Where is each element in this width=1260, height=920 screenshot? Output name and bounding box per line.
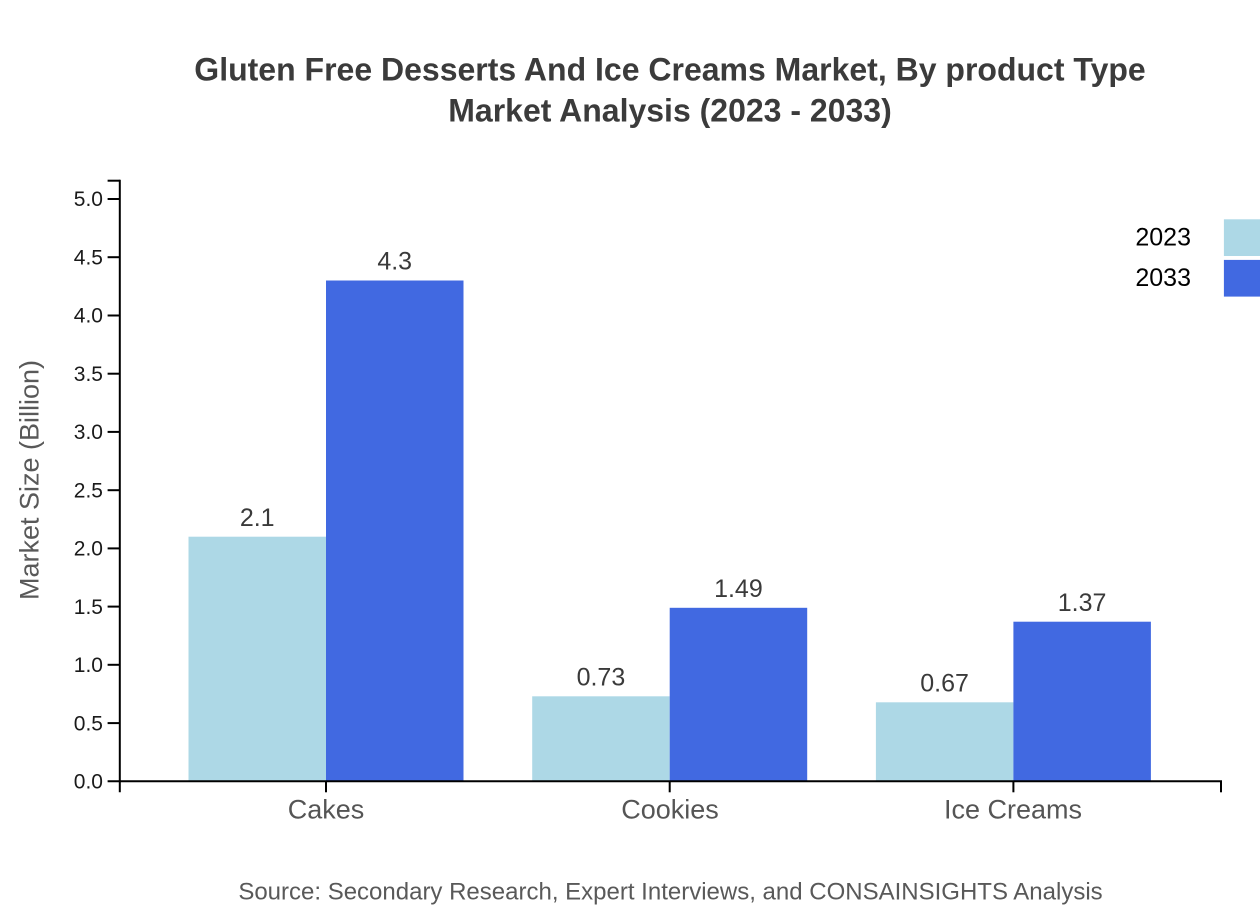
svg-text:Market Size (Billion): Market Size (Billion) — [15, 360, 45, 600]
svg-text:Cookies: Cookies — [621, 794, 719, 824]
svg-text:2033: 2033 — [1135, 264, 1191, 292]
svg-text:4.5: 4.5 — [74, 246, 103, 269]
svg-text:0.67: 0.67 — [920, 670, 969, 698]
svg-text:Source: Secondary Research, Ex: Source: Secondary Research, Expert Inter… — [238, 879, 1102, 906]
svg-text:0.0: 0.0 — [74, 771, 103, 794]
svg-text:1.49: 1.49 — [714, 575, 763, 603]
svg-text:3.0: 3.0 — [74, 421, 103, 444]
svg-text:Cakes: Cakes — [288, 794, 365, 824]
svg-text:4.3: 4.3 — [377, 248, 412, 276]
svg-text:1.5: 1.5 — [74, 596, 103, 619]
svg-text:1.37: 1.37 — [1058, 589, 1107, 617]
svg-text:0.73: 0.73 — [577, 664, 626, 692]
svg-text:4.0: 4.0 — [74, 305, 103, 328]
svg-text:2.5: 2.5 — [74, 479, 103, 502]
svg-text:2.1: 2.1 — [240, 504, 275, 532]
svg-text:Ice Creams: Ice Creams — [944, 794, 1082, 824]
svg-text:0.5: 0.5 — [74, 712, 103, 735]
svg-text:5.0: 5.0 — [74, 188, 103, 211]
svg-text:Gluten Free Desserts And Ice C: Gluten Free Desserts And Ice Creams Mark… — [194, 51, 1145, 87]
svg-text:1.0: 1.0 — [74, 654, 103, 677]
svg-text:Market Analysis (2023 - 2033): Market Analysis (2023 - 2033) — [448, 93, 892, 129]
svg-text:2.0: 2.0 — [74, 538, 103, 561]
svg-text:3.5: 3.5 — [74, 363, 103, 386]
svg-text:2023: 2023 — [1135, 224, 1191, 252]
